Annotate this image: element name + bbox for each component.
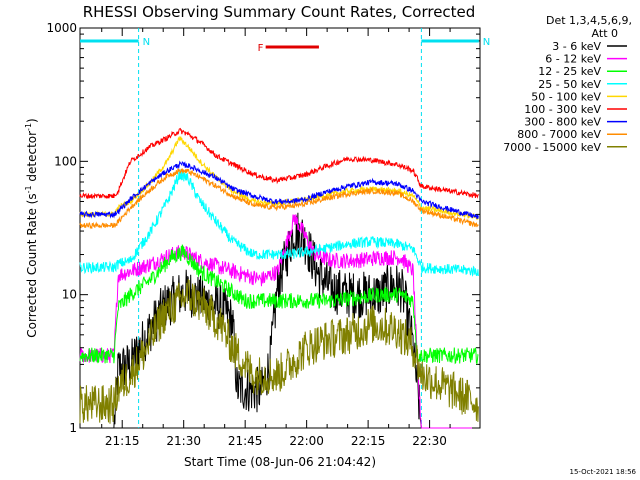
chart-title: RHESSI Observing Summary Count Rates, Co…: [83, 3, 476, 21]
y-tick-label: 100: [54, 154, 77, 168]
series-line-4: [79, 136, 479, 221]
x-tick-label: 22:15: [351, 434, 386, 448]
x-ticks: 21:15 21:30 21:45 22:00 22:15 22:30: [101, 28, 451, 448]
legend-label: 7000 - 15000 keV: [503, 141, 601, 154]
y-axis-label-sup2: -1: [24, 123, 33, 131]
series-lines: [79, 127, 479, 429]
series-line-5: [79, 127, 479, 200]
y-axis-label: Corrected Count Rate (s-1 detector-1): [24, 118, 39, 337]
y-tick-label: 10: [62, 288, 77, 302]
series-line-8: [79, 279, 479, 424]
legend-label: 50 - 100 keV: [531, 90, 601, 103]
y-axis-label-mid: detector: [25, 131, 39, 186]
flag-label-n: N: [483, 37, 490, 48]
legend-label: 800 - 7000 keV: [517, 128, 601, 141]
series-line-3: [79, 169, 479, 277]
legend-label: 25 - 50 keV: [538, 78, 601, 91]
y-axis-label-end: ): [25, 118, 39, 123]
legend-label: 3 - 6 keV: [552, 40, 601, 53]
x-tick-label: 21:15: [105, 434, 140, 448]
legend-label: 100 - 300 keV: [524, 103, 601, 116]
x-tick-label: 21:45: [228, 434, 263, 448]
legend-label: 12 - 25 keV: [538, 65, 601, 78]
x-axis-label: Start Time (08-Jun-06 21:04:42): [184, 455, 376, 469]
x-tick-label: 21:30: [166, 434, 201, 448]
series-line-7: [79, 167, 479, 230]
x-tick-label: 22:00: [289, 434, 324, 448]
y-tick-label: 1000: [46, 21, 77, 35]
series-line-1: [79, 214, 479, 429]
legend-label: 6 - 12 keV: [545, 53, 601, 66]
y-axis-label-sup1: -1: [24, 185, 33, 193]
series-line-6: [79, 160, 479, 219]
flag-bars: N NF: [80, 28, 490, 428]
y-axis-label-main: Corrected Count Rate (s: [25, 193, 39, 337]
y-ticks: 1 10 100 1000: [46, 21, 480, 435]
plot-area: N N F 21:15 21:30 21:45 22:00 22:15 22:30 1 10 10…: [46, 21, 490, 448]
legend-header-2: Att 0: [592, 27, 618, 40]
y-tick-label: 1: [69, 421, 77, 435]
x-tick-label: 22:30: [412, 434, 447, 448]
flag-label-f: F: [258, 43, 264, 54]
flag-label-n: N: [143, 37, 150, 48]
footer-timestamp: 15-Oct-2021 18:56: [570, 468, 637, 476]
legend-label: 300 - 800 keV: [524, 116, 601, 129]
series-line-2: [79, 244, 479, 365]
legend-header-1: Det 1,3,4,5,6,9,: [546, 14, 632, 27]
